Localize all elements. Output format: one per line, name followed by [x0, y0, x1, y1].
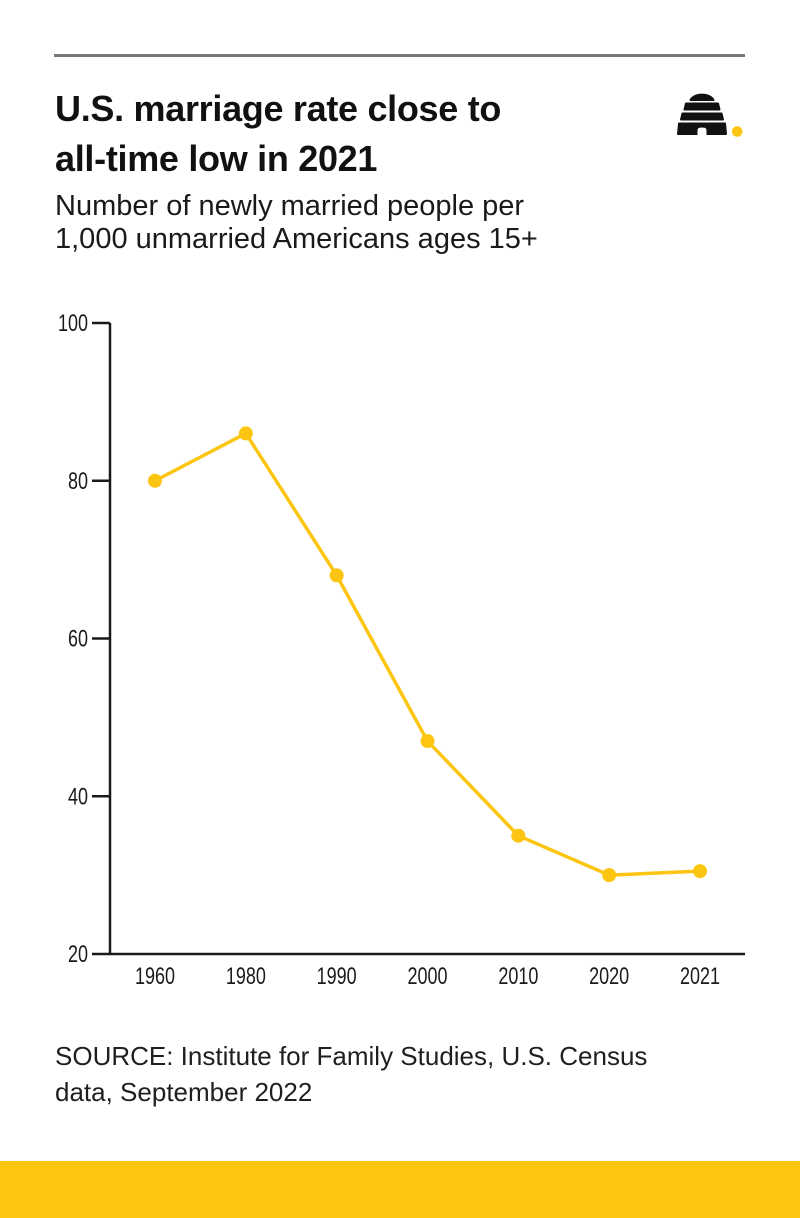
page-title-line-1: U.S. marriage rate close to: [55, 88, 502, 129]
page-title: U.S. marriage rate close to all-time low…: [55, 84, 615, 184]
x-tick-label: 2010: [498, 963, 538, 990]
chart-subtitle: Number of newly married people per 1,000…: [55, 190, 635, 256]
beehive-logo-icon: [677, 93, 743, 137]
y-tick-label: 80: [68, 468, 88, 495]
source-note: SOURCE: Institute for Family Studies, U.…: [55, 1038, 715, 1110]
logo-yellow-dot: [731, 126, 743, 137]
beehive-icon: [677, 93, 727, 135]
top-divider-rule: [54, 54, 745, 57]
x-tick-label: 1980: [226, 963, 266, 990]
chart-subtitle-line-1: Number of newly married people per: [55, 190, 525, 222]
x-tick-label: 1990: [317, 963, 357, 990]
data-point: [693, 864, 707, 879]
page-title-line-2: all-time low in 2021: [55, 138, 378, 179]
source-line-1: SOURCE: Institute for Family Studies, U.…: [55, 1041, 648, 1071]
axis-lines: [108, 323, 745, 956]
y-tick-label: 40: [68, 783, 88, 810]
data-point: [329, 568, 344, 583]
y-tick-label: 100: [58, 310, 88, 337]
data-point: [511, 828, 526, 843]
data-point: [148, 473, 162, 488]
x-tick-label: 2020: [589, 963, 629, 990]
series-line: [154, 431, 701, 877]
source-line-2: data, September 2022: [55, 1077, 313, 1107]
data-point: [238, 426, 253, 441]
y-tick-label: 20: [68, 941, 88, 968]
footer-accent-bar: [0, 1161, 800, 1218]
x-tick-label: 2021: [680, 963, 720, 990]
x-tick-label: 2000: [408, 963, 448, 990]
y-tick-label: 60: [68, 626, 88, 653]
data-point: [602, 868, 617, 883]
data-point: [420, 734, 435, 749]
beehive-door: [697, 127, 707, 135]
x-tick-label: 1960: [135, 963, 175, 990]
chart-subtitle-line-2: 1,000 unmarried Americans ages 15+: [55, 223, 538, 255]
